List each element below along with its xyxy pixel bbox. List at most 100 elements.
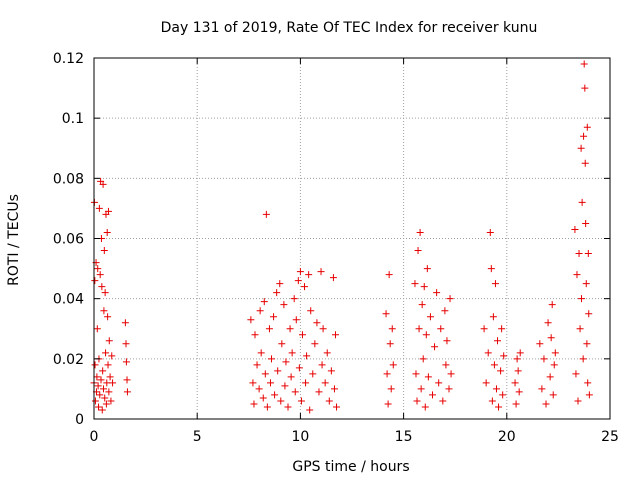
data-point <box>417 385 425 393</box>
data-point <box>107 397 115 405</box>
data-point <box>101 394 109 402</box>
data-point <box>491 280 499 288</box>
data-point <box>442 361 450 369</box>
data-point <box>123 376 131 384</box>
y-tick-label: 0.1 <box>62 111 84 127</box>
data-point <box>280 301 288 309</box>
data-point <box>575 250 583 258</box>
data-point <box>250 400 258 408</box>
data-point <box>297 397 305 405</box>
data-point <box>106 373 114 381</box>
data-point <box>582 219 590 227</box>
x-tick-label: 0 <box>90 429 99 445</box>
data-point <box>103 228 111 236</box>
data-point <box>287 373 295 381</box>
data-point <box>484 349 492 357</box>
data-point <box>330 385 338 393</box>
data-point <box>94 382 102 390</box>
data-point <box>437 325 445 333</box>
data-point <box>488 397 496 405</box>
data-point <box>99 367 107 375</box>
data-point <box>288 349 296 357</box>
data-point <box>499 391 507 399</box>
data-point <box>445 385 453 393</box>
data-point <box>108 352 116 360</box>
data-point <box>431 343 439 351</box>
y-tick-label: 0.06 <box>53 232 84 248</box>
data-point <box>584 250 592 258</box>
data-point <box>311 340 319 348</box>
data-point <box>291 388 299 396</box>
data-point <box>514 367 522 375</box>
data-point <box>516 349 524 357</box>
data-point <box>571 225 579 233</box>
data-point <box>94 265 102 273</box>
data-point <box>482 379 490 387</box>
data-point <box>257 349 265 357</box>
data-point <box>327 367 335 375</box>
data-point <box>414 247 422 255</box>
chart-title: Day 131 of 2019, Rate Of TEC Index for r… <box>161 20 538 36</box>
data-point <box>544 319 552 327</box>
data-point <box>278 340 286 348</box>
data-point <box>420 283 428 291</box>
data-point <box>122 358 130 366</box>
data-point <box>443 337 451 345</box>
data-point <box>388 325 396 333</box>
data-point <box>486 228 494 236</box>
data-point <box>255 385 263 393</box>
data-point <box>91 361 99 369</box>
data-point <box>549 391 557 399</box>
data-point <box>290 295 298 303</box>
data-point <box>435 379 443 387</box>
data-point <box>583 340 591 348</box>
data-point <box>421 403 429 411</box>
data-point <box>548 301 556 309</box>
data-point <box>261 370 269 378</box>
data-point <box>411 280 419 288</box>
data-point <box>542 400 550 408</box>
data-point <box>583 123 591 131</box>
data-point <box>573 271 581 279</box>
data-point <box>123 388 131 396</box>
data-point <box>263 403 271 411</box>
data-point <box>428 391 436 399</box>
data-point <box>266 379 274 387</box>
data-point <box>447 370 455 378</box>
data-point <box>306 406 314 414</box>
data-point <box>423 265 431 273</box>
grid-layer <box>94 58 610 419</box>
data-point <box>495 403 503 411</box>
data-point <box>540 355 548 363</box>
data-point <box>298 331 306 339</box>
data-point <box>492 385 500 393</box>
data-point <box>577 144 585 152</box>
data-point <box>433 289 441 297</box>
y-tick-label: 0 <box>75 412 84 428</box>
y-axis-label: ROTI / TECUs <box>6 194 22 286</box>
data-point <box>271 391 279 399</box>
data-point <box>515 388 523 396</box>
data-point <box>102 400 110 408</box>
data-point <box>439 397 447 405</box>
data-point <box>309 370 317 378</box>
data-point <box>498 325 506 333</box>
data-point <box>331 331 339 339</box>
data-point <box>105 337 113 345</box>
data-point <box>387 385 395 393</box>
data-point <box>480 325 488 333</box>
data-point <box>382 310 390 318</box>
data-point <box>249 379 257 387</box>
data-point <box>418 301 426 309</box>
data-point <box>251 331 259 339</box>
data-point <box>419 355 427 363</box>
data-point <box>315 388 323 396</box>
data-point <box>295 364 303 372</box>
data-point <box>276 280 284 288</box>
data-point <box>412 370 420 378</box>
data-point <box>547 334 555 342</box>
data-point <box>490 361 498 369</box>
data-point <box>122 340 130 348</box>
data-point <box>333 403 341 411</box>
